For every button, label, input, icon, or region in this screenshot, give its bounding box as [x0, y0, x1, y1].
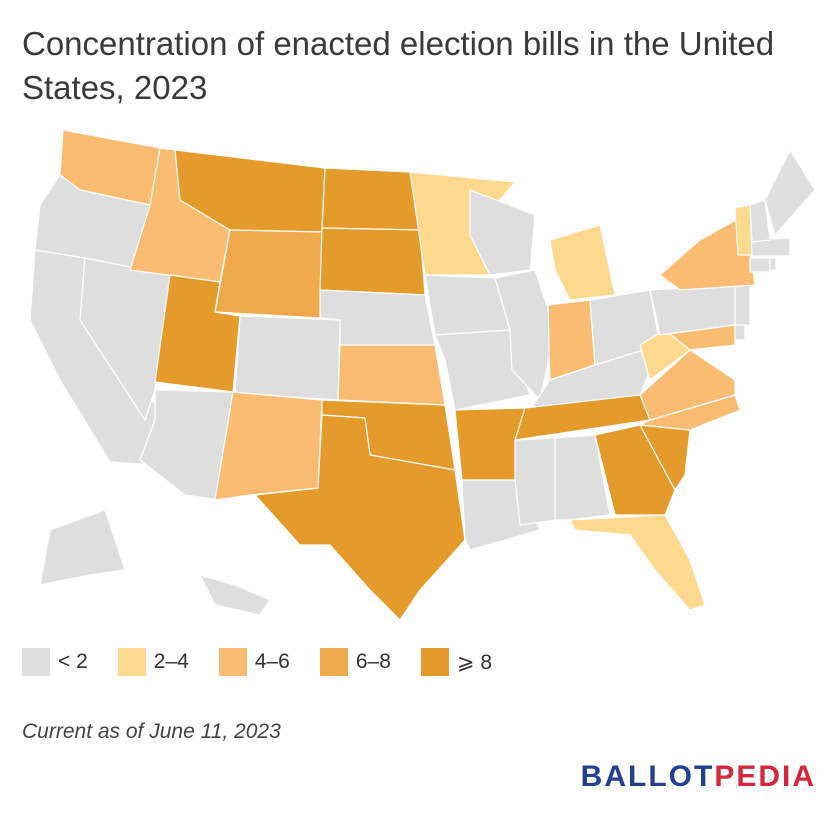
state-fl: [569, 514, 706, 611]
legend-label: 4–6: [254, 650, 290, 673]
state-vt: [734, 204, 753, 256]
state-wy: [214, 229, 323, 319]
state-nj: [734, 284, 751, 326]
state-tx: [254, 414, 466, 621]
state-nd: [321, 167, 421, 231]
legend-item-6-8: 6–8: [319, 648, 391, 676]
legend-item-2-4: 2–4: [117, 648, 189, 676]
legend-swatch: [117, 648, 146, 676]
logo-part-ballot: BALLOT: [580, 760, 715, 793]
legend-label: 6–8: [355, 650, 391, 673]
state-ga: [594, 424, 676, 516]
legend-item-lt2: < 2: [22, 648, 88, 676]
state-ks: [337, 344, 446, 406]
state-ms: [514, 437, 556, 526]
legend-swatch: [319, 648, 348, 676]
legend-label: ⩾ 8: [456, 650, 493, 674]
state-sd: [319, 227, 426, 296]
state-va: [639, 349, 736, 421]
legend-item-4-6: 4–6: [218, 648, 290, 676]
legend-swatch: [420, 648, 449, 676]
state-me: [764, 149, 816, 236]
state-co: [234, 315, 341, 401]
state-mi: [549, 224, 616, 301]
ballotpedia-logo: BALLOTPEDIA: [581, 760, 816, 794]
legend-label: 2–4: [153, 650, 189, 673]
logo-part-pedia: PEDIA: [714, 760, 816, 793]
state-wi: [469, 189, 536, 276]
state-al: [554, 434, 611, 521]
state-hi: [199, 574, 271, 616]
state-mo: [434, 329, 531, 411]
legend-item-gte8: ⩾ 8: [420, 648, 493, 676]
legend-label: < 2: [58, 650, 88, 673]
state-ct: [749, 257, 771, 273]
state-nm: [214, 391, 323, 501]
state-ri: [769, 257, 777, 271]
legend-swatch: [218, 648, 247, 676]
state-ak: [39, 509, 126, 586]
state-nh: [749, 199, 771, 243]
current-as-of-note: Current as of June 11, 2023: [22, 720, 281, 743]
us-map: [29, 129, 816, 621]
map-title: Concentration of enacted election bills …: [22, 25, 775, 106]
legend: < 2 2–4 4–6 6–8 ⩾ 8: [22, 648, 522, 676]
legend-swatch: [22, 648, 50, 676]
